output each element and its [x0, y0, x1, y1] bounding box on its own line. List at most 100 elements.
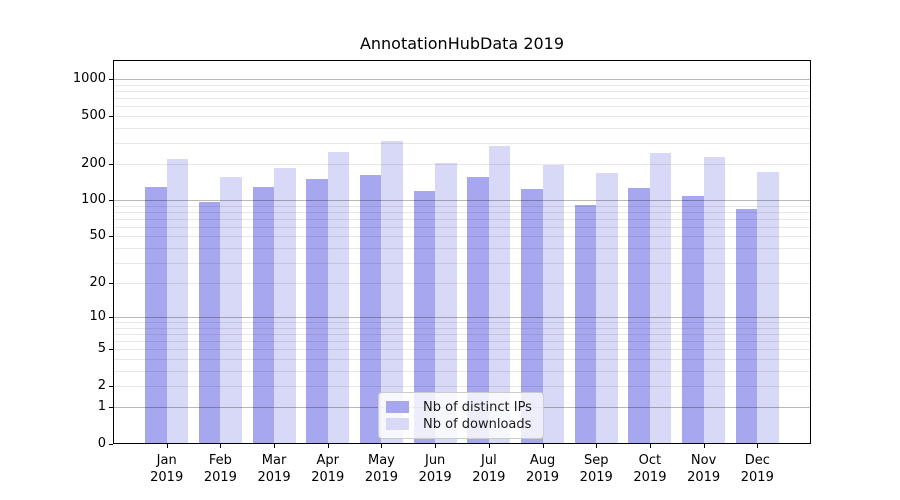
x-tick-label-jul: Jul 2019 [459, 452, 519, 486]
x-tick-year-nov: 2019 [687, 470, 721, 485]
gridline-minor-2 [113, 385, 811, 387]
gridline-minor-8 [113, 327, 811, 329]
y-tick-label-1000: 1000 [72, 71, 106, 87]
gridline-major-1000 [113, 79, 811, 81]
bar-downloads-may [381, 140, 403, 444]
x-tick-mark-feb [220, 444, 222, 448]
y-tick-label-50: 50 [89, 228, 106, 244]
y-tick-mark-2 [109, 385, 113, 387]
gridline-minor-900 [113, 84, 811, 86]
gridline-minor-200 [113, 163, 811, 165]
x-tick-month-sep: Sep [583, 453, 609, 468]
x-tick-month-nov: Nov [690, 453, 717, 468]
bar-distinct-ips-jul [467, 177, 489, 444]
bar-downloads-jun [435, 162, 457, 444]
x-tick-mark-apr [327, 444, 329, 448]
x-tick-mark-nov [703, 444, 705, 448]
gridline-minor-9 [113, 322, 811, 324]
bar-downloads-mar [274, 167, 296, 444]
bar-distinct-ips-mar [252, 186, 275, 444]
y-tick-label-20: 20 [89, 275, 106, 291]
x-tick-label-jun: Jun 2019 [405, 452, 465, 486]
gridline-minor-300 [113, 142, 811, 144]
gridline-minor-40 [113, 247, 811, 249]
y-tick-mark-50 [109, 236, 113, 238]
x-tick-month-oct: Oct [638, 453, 662, 468]
y-tick-label-100: 100 [81, 192, 106, 208]
gridline-minor-800 [113, 91, 811, 92]
gridline-minor-50 [113, 236, 811, 238]
x-tick-label-apr: Apr 2019 [298, 452, 358, 486]
x-tick-mark-sep [596, 444, 598, 448]
y-tick-mark-100 [109, 200, 113, 202]
gridline-minor-600 [113, 106, 811, 108]
x-tick-mark-jan [166, 444, 168, 448]
gridline-minor-700 [113, 98, 811, 100]
x-tick-month-feb: Feb [208, 453, 232, 468]
x-tick-month-dec: Dec [744, 453, 770, 468]
x-tick-label-mar: Mar 2019 [244, 452, 304, 486]
x-tick-year-aug: 2019 [525, 470, 560, 485]
bar-distinct-ips-jan [145, 187, 167, 444]
legend-swatch-distinct-ips [386, 401, 409, 413]
bar-distinct-ips-apr [306, 178, 328, 444]
x-tick-label-dec: Dec 2019 [727, 452, 787, 486]
x-tick-label-nov: Nov 2019 [674, 452, 734, 486]
bar-downloads-sep [596, 172, 618, 444]
gridline-minor-90 [113, 205, 811, 207]
legend-label-downloads: Nb of downloads [423, 416, 532, 432]
bar-distinct-ips-may [359, 175, 382, 444]
gridline-minor-4 [113, 359, 811, 361]
bar-distinct-ips-oct [628, 188, 650, 444]
y-tick-label-10: 10 [89, 309, 106, 325]
bar-distinct-ips-dec [735, 208, 758, 444]
x-tick-mark-oct [649, 444, 651, 448]
y-tick-label-500: 500 [81, 107, 106, 123]
y-tick-mark-20 [109, 283, 113, 285]
x-tick-month-jan: Jan [156, 453, 177, 468]
x-tick-label-oct: Oct 2019 [620, 452, 680, 486]
bar-distinct-ips-sep [574, 204, 597, 444]
legend-item-downloads: Nb of downloads [386, 416, 537, 432]
gridline-minor-400 [113, 127, 811, 129]
x-tick-year-jul: 2019 [472, 470, 506, 485]
gridline-major-10 [113, 317, 811, 319]
x-tick-year-jan: 2019 [150, 470, 184, 485]
gridline-minor-6 [113, 341, 811, 343]
x-tick-year-may: 2019 [364, 470, 398, 485]
y-tick-label-5: 5 [97, 341, 106, 357]
x-tick-year-jun: 2019 [418, 470, 452, 485]
x-tick-month-aug: Aug [529, 453, 556, 468]
x-tick-label-feb: Feb 2019 [190, 452, 250, 486]
bar-downloads-jan [166, 158, 189, 444]
legend: Nb of distinct IPs Nb of downloads [378, 392, 544, 439]
y-tick-mark-0 [109, 444, 113, 445]
bar-distinct-ips-feb [198, 201, 221, 444]
x-tick-mark-mar [274, 444, 276, 448]
y-tick-mark-5 [109, 349, 113, 351]
y-tick-label-200: 200 [81, 155, 106, 171]
x-tick-year-mar: 2019 [257, 470, 291, 485]
x-tick-label-may: May 2019 [351, 452, 411, 486]
x-tick-label-jan: Jan 2019 [137, 452, 197, 486]
y-tick-label-0: 0 [97, 436, 106, 451]
x-tick-mark-dec [757, 444, 759, 448]
bar-downloads-jul [488, 145, 511, 444]
legend-swatch-downloads [386, 418, 409, 430]
gridline-minor-20 [113, 283, 811, 285]
y-tick-mark-200 [109, 163, 113, 165]
gridline-minor-7 [113, 334, 811, 336]
gridline-minor-60 [113, 226, 811, 228]
x-tick-year-dec: 2019 [740, 470, 774, 485]
bar-distinct-ips-aug [521, 189, 543, 444]
gridline-minor-30 [113, 262, 811, 264]
x-tick-mark-may [381, 444, 383, 448]
y-tick-mark-500 [109, 115, 113, 117]
gridline-minor-500 [113, 115, 811, 117]
x-tick-label-sep: Sep 2019 [566, 452, 626, 486]
gridline-minor-3 [113, 370, 811, 372]
x-tick-year-feb: 2019 [203, 470, 237, 485]
bar-downloads-feb [220, 176, 242, 444]
